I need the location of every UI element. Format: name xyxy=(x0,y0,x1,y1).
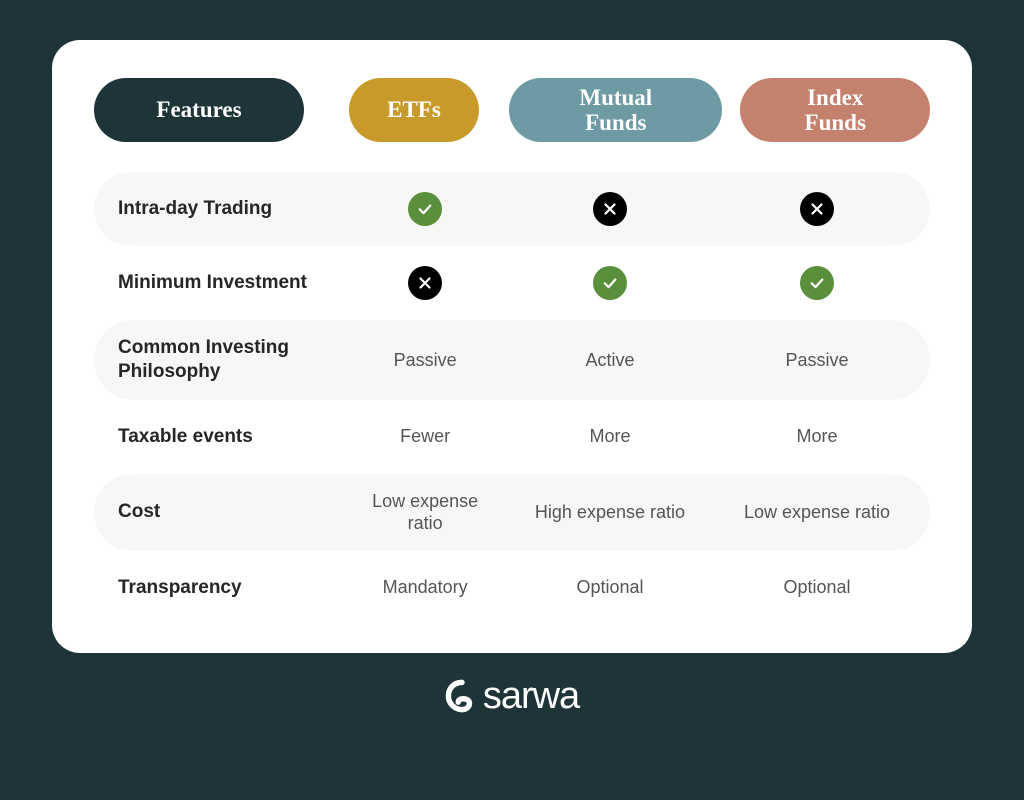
comparison-cell: More xyxy=(510,425,710,448)
feature-label: Cost xyxy=(118,500,340,524)
comparison-cell: More xyxy=(728,425,906,448)
table-row: Common Investing Philosophy Passive Active… xyxy=(94,320,930,400)
comparison-cell: Fewer xyxy=(358,425,491,448)
cross-icon xyxy=(800,192,834,226)
comparison-cell: Optional xyxy=(728,576,906,599)
feature-label: Taxable events xyxy=(118,425,340,449)
check-icon xyxy=(800,266,834,300)
brand-swirl-icon xyxy=(445,679,479,713)
comparison-cell: Low expense ratio xyxy=(728,501,906,524)
check-icon xyxy=(408,192,442,226)
table-row: Taxable events Fewer More More xyxy=(94,400,930,474)
comparison-cell xyxy=(728,266,906,300)
comparison-cell: Mandatory xyxy=(358,576,491,599)
comparison-cell: Active xyxy=(510,349,710,372)
header-index-pill: Index Funds xyxy=(740,78,930,142)
comparison-cell xyxy=(510,266,710,300)
header-etfs-pill: ETFs xyxy=(349,78,479,142)
brand-logo: sarwa xyxy=(445,675,579,718)
comparison-cell: Optional xyxy=(510,576,710,599)
feature-label: Intra-day Trading xyxy=(118,197,340,221)
comparison-cell xyxy=(358,266,491,300)
table-row: Cost Low expense ratio High expense ratio L… xyxy=(94,474,930,551)
cross-icon xyxy=(408,266,442,300)
header-index-label: Index Funds xyxy=(805,85,866,136)
table-row: Intra-day Trading xyxy=(94,172,930,246)
header-row: Features ETFs Mutual Funds Index Funds xyxy=(94,78,930,142)
table-row: Minimum Investment xyxy=(94,246,930,320)
comparison-cell: Passive xyxy=(728,349,906,372)
brand-name: sarwa xyxy=(483,675,579,718)
header-features-pill: Features xyxy=(94,78,304,142)
comparison-rows: Intra-day Trading Minimum Investment Commo… xyxy=(94,172,930,625)
comparison-cell xyxy=(510,192,710,226)
comparison-cell xyxy=(728,192,906,226)
comparison-cell: High expense ratio xyxy=(510,501,710,524)
cross-icon xyxy=(593,192,627,226)
check-icon xyxy=(593,266,627,300)
header-etfs-label: ETFs xyxy=(387,97,441,122)
header-mutual-pill: Mutual Funds xyxy=(509,78,722,142)
feature-label: Transparency xyxy=(118,576,340,600)
comparison-cell: Passive xyxy=(358,349,491,372)
feature-label: Minimum Investment xyxy=(118,271,340,295)
header-mutual-label: Mutual Funds xyxy=(579,85,652,136)
comparison-cell xyxy=(358,192,491,226)
header-features-label: Features xyxy=(156,97,241,122)
feature-label: Common Investing Philosophy xyxy=(118,336,340,384)
table-row: Transparency Mandatory Optional Optional xyxy=(94,551,930,625)
comparison-card: Features ETFs Mutual Funds Index Funds I… xyxy=(52,40,972,653)
comparison-cell: Low expense ratio xyxy=(358,490,491,535)
